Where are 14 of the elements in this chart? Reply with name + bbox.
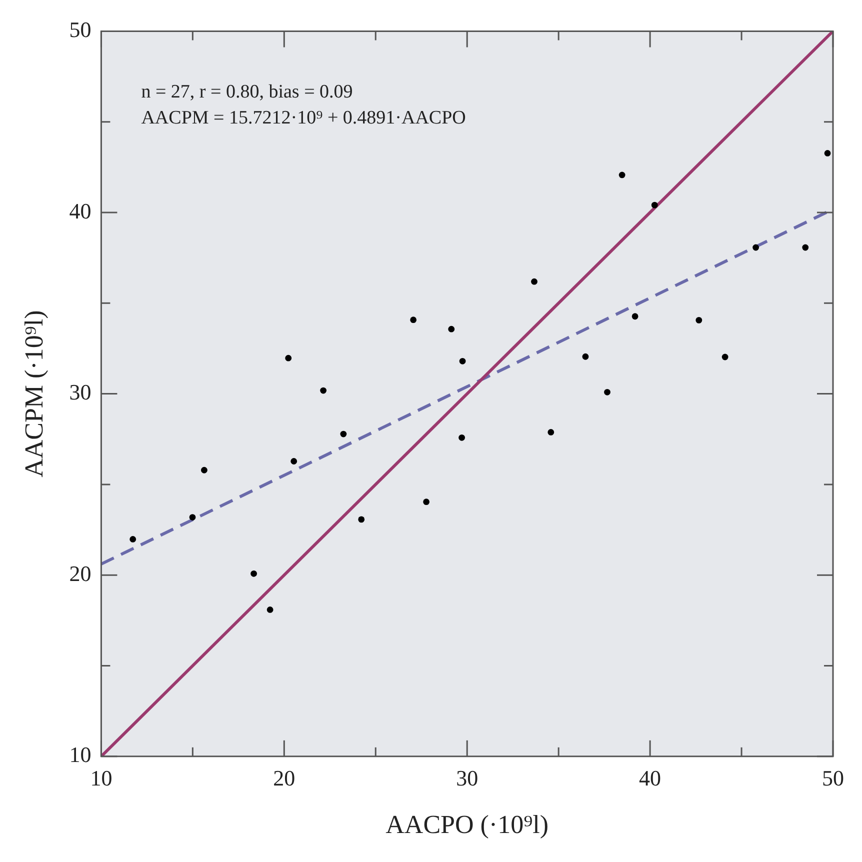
x-tick-label: 50 [822, 765, 844, 790]
annotation: AACPM = 15.7212·10⁹ + 0.4891·AACPO [141, 108, 466, 129]
x-tick-label: 10 [90, 765, 112, 790]
y-tick-label: 20 [69, 560, 92, 586]
y-tick-label: 50 [69, 16, 92, 42]
y-axis-title: AACPM (·10⁹l) [19, 310, 48, 478]
x-tick-label: 30 [456, 765, 478, 790]
y-tick-label: 30 [69, 380, 92, 405]
y-tick-label: 40 [69, 198, 92, 224]
x-tick-label: 20 [273, 765, 296, 790]
annotation: n = 27, r = 0.80, bias = 0.09 [141, 82, 353, 103]
x-axis-title: AACPO (·10⁹l) [386, 810, 549, 840]
y-tick-label: 10 [69, 742, 92, 768]
x-tick-label: 40 [639, 765, 662, 790]
